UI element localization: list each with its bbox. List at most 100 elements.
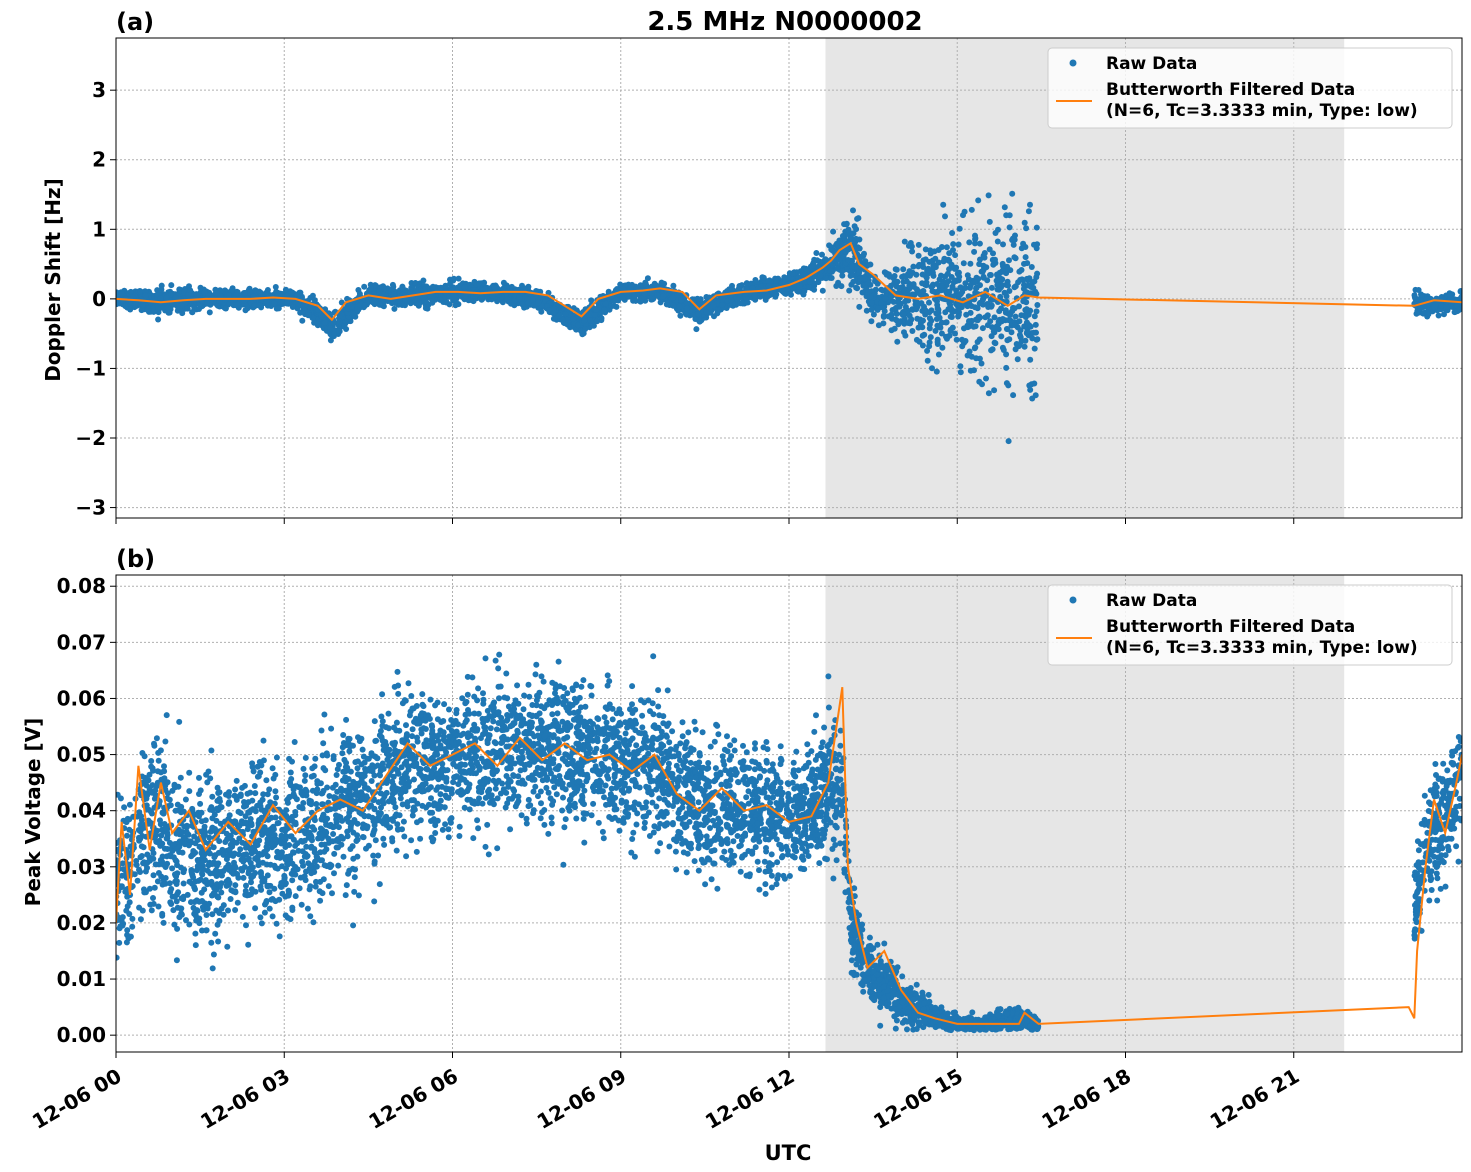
raw-data-point bbox=[935, 351, 942, 358]
raw-data-point bbox=[142, 292, 149, 299]
raw-data-point bbox=[201, 289, 208, 296]
raw-data-point bbox=[1005, 282, 1011, 289]
raw-data-point bbox=[857, 275, 864, 282]
y-tick-label: −2 bbox=[75, 426, 106, 450]
raw-data-point bbox=[909, 291, 916, 298]
raw-data-point bbox=[806, 278, 813, 285]
raw-data-point bbox=[983, 375, 989, 382]
raw-data-point bbox=[222, 305, 229, 312]
raw-data-point bbox=[988, 296, 995, 303]
raw-data-point bbox=[193, 291, 200, 298]
raw-data-point bbox=[1018, 312, 1025, 319]
raw-data-point bbox=[1023, 225, 1030, 232]
raw-data-point bbox=[118, 291, 125, 298]
raw-data-point bbox=[960, 212, 966, 219]
raw-data-point bbox=[354, 306, 361, 313]
raw-data-point bbox=[1000, 241, 1006, 248]
raw-data-point bbox=[906, 312, 913, 319]
raw-data-point bbox=[991, 387, 998, 394]
raw-data-point bbox=[449, 293, 456, 300]
raw-data-point bbox=[1010, 392, 1017, 399]
raw-data-point bbox=[1027, 201, 1033, 208]
raw-data-point bbox=[890, 298, 897, 305]
raw-data-point bbox=[356, 290, 363, 297]
raw-data-point bbox=[385, 710, 392, 717]
raw-data-point bbox=[1004, 337, 1011, 344]
raw-data-point bbox=[760, 274, 767, 281]
raw-data-point bbox=[516, 294, 523, 301]
raw-data-point bbox=[985, 390, 992, 397]
raw-data-point bbox=[1016, 303, 1022, 310]
raw-data-point bbox=[972, 279, 979, 286]
raw-data-point bbox=[1443, 303, 1450, 310]
raw-data-point bbox=[399, 285, 406, 292]
raw-data-point bbox=[924, 357, 931, 364]
raw-data-point bbox=[560, 794, 566, 801]
raw-data-point bbox=[225, 292, 232, 299]
raw-data-point bbox=[371, 299, 378, 306]
raw-data-point bbox=[781, 274, 788, 281]
raw-data-point bbox=[391, 305, 398, 312]
raw-data-point bbox=[920, 257, 927, 264]
raw-data-point bbox=[948, 314, 955, 320]
raw-data-point bbox=[177, 774, 184, 781]
raw-data-point bbox=[154, 287, 161, 294]
raw-data-point bbox=[828, 275, 835, 281]
raw-data-point bbox=[978, 360, 985, 367]
raw-data-point bbox=[164, 304, 171, 311]
raw-data-point bbox=[376, 288, 383, 295]
raw-data-point bbox=[819, 287, 826, 294]
raw-data-point bbox=[743, 285, 750, 292]
raw-data-point bbox=[917, 320, 924, 327]
raw-data-point bbox=[1031, 345, 1038, 352]
raw-data-point bbox=[938, 244, 945, 250]
raw-data-point bbox=[817, 272, 824, 279]
raw-data-point bbox=[489, 292, 496, 299]
raw-data-point bbox=[594, 318, 601, 325]
raw-data-point bbox=[953, 336, 960, 343]
raw-data-point bbox=[678, 297, 685, 304]
raw-data-point bbox=[987, 318, 994, 325]
raw-data-point bbox=[132, 300, 139, 307]
raw-data-point bbox=[414, 287, 421, 294]
raw-data-point bbox=[264, 287, 271, 293]
raw-data-point bbox=[819, 251, 825, 258]
raw-data-point bbox=[978, 268, 985, 275]
raw-data-point bbox=[361, 302, 368, 309]
raw-data-point bbox=[867, 261, 874, 268]
raw-data-point bbox=[212, 930, 219, 937]
raw-data-point bbox=[966, 239, 973, 246]
raw-data-point bbox=[835, 279, 842, 286]
raw-data-point bbox=[947, 301, 954, 308]
raw-data-point bbox=[994, 271, 1000, 278]
raw-data-point bbox=[1031, 278, 1038, 285]
raw-data-point bbox=[271, 300, 278, 307]
raw-data-point bbox=[232, 907, 239, 913]
raw-data-point bbox=[127, 288, 134, 295]
raw-data-point bbox=[122, 303, 129, 310]
legend-box bbox=[1047, 47, 1453, 129]
raw-data-point bbox=[994, 286, 1001, 293]
raw-data-point bbox=[1012, 313, 1019, 320]
raw-data-point bbox=[870, 311, 877, 318]
raw-data-point bbox=[765, 283, 772, 290]
raw-data-point bbox=[278, 298, 285, 305]
raw-data-point bbox=[976, 240, 983, 247]
raw-data-point bbox=[861, 250, 867, 257]
raw-data-point bbox=[168, 291, 174, 298]
raw-data-point bbox=[1420, 310, 1427, 317]
raw-data-point bbox=[1032, 392, 1039, 399]
raw-data-point bbox=[1022, 337, 1029, 344]
raw-data-point bbox=[914, 299, 921, 306]
raw-data-point bbox=[976, 261, 983, 268]
raw-data-point bbox=[893, 266, 900, 273]
raw-data-point bbox=[437, 284, 444, 291]
raw-data-point bbox=[980, 273, 987, 280]
raw-data-point bbox=[1005, 438, 1012, 445]
raw-data-point bbox=[902, 298, 908, 305]
raw-data-point bbox=[294, 292, 301, 299]
raw-data-point bbox=[894, 278, 901, 285]
raw-data-point bbox=[1000, 347, 1007, 353]
raw-data-point bbox=[892, 1025, 899, 1032]
raw-data-point bbox=[856, 303, 863, 310]
